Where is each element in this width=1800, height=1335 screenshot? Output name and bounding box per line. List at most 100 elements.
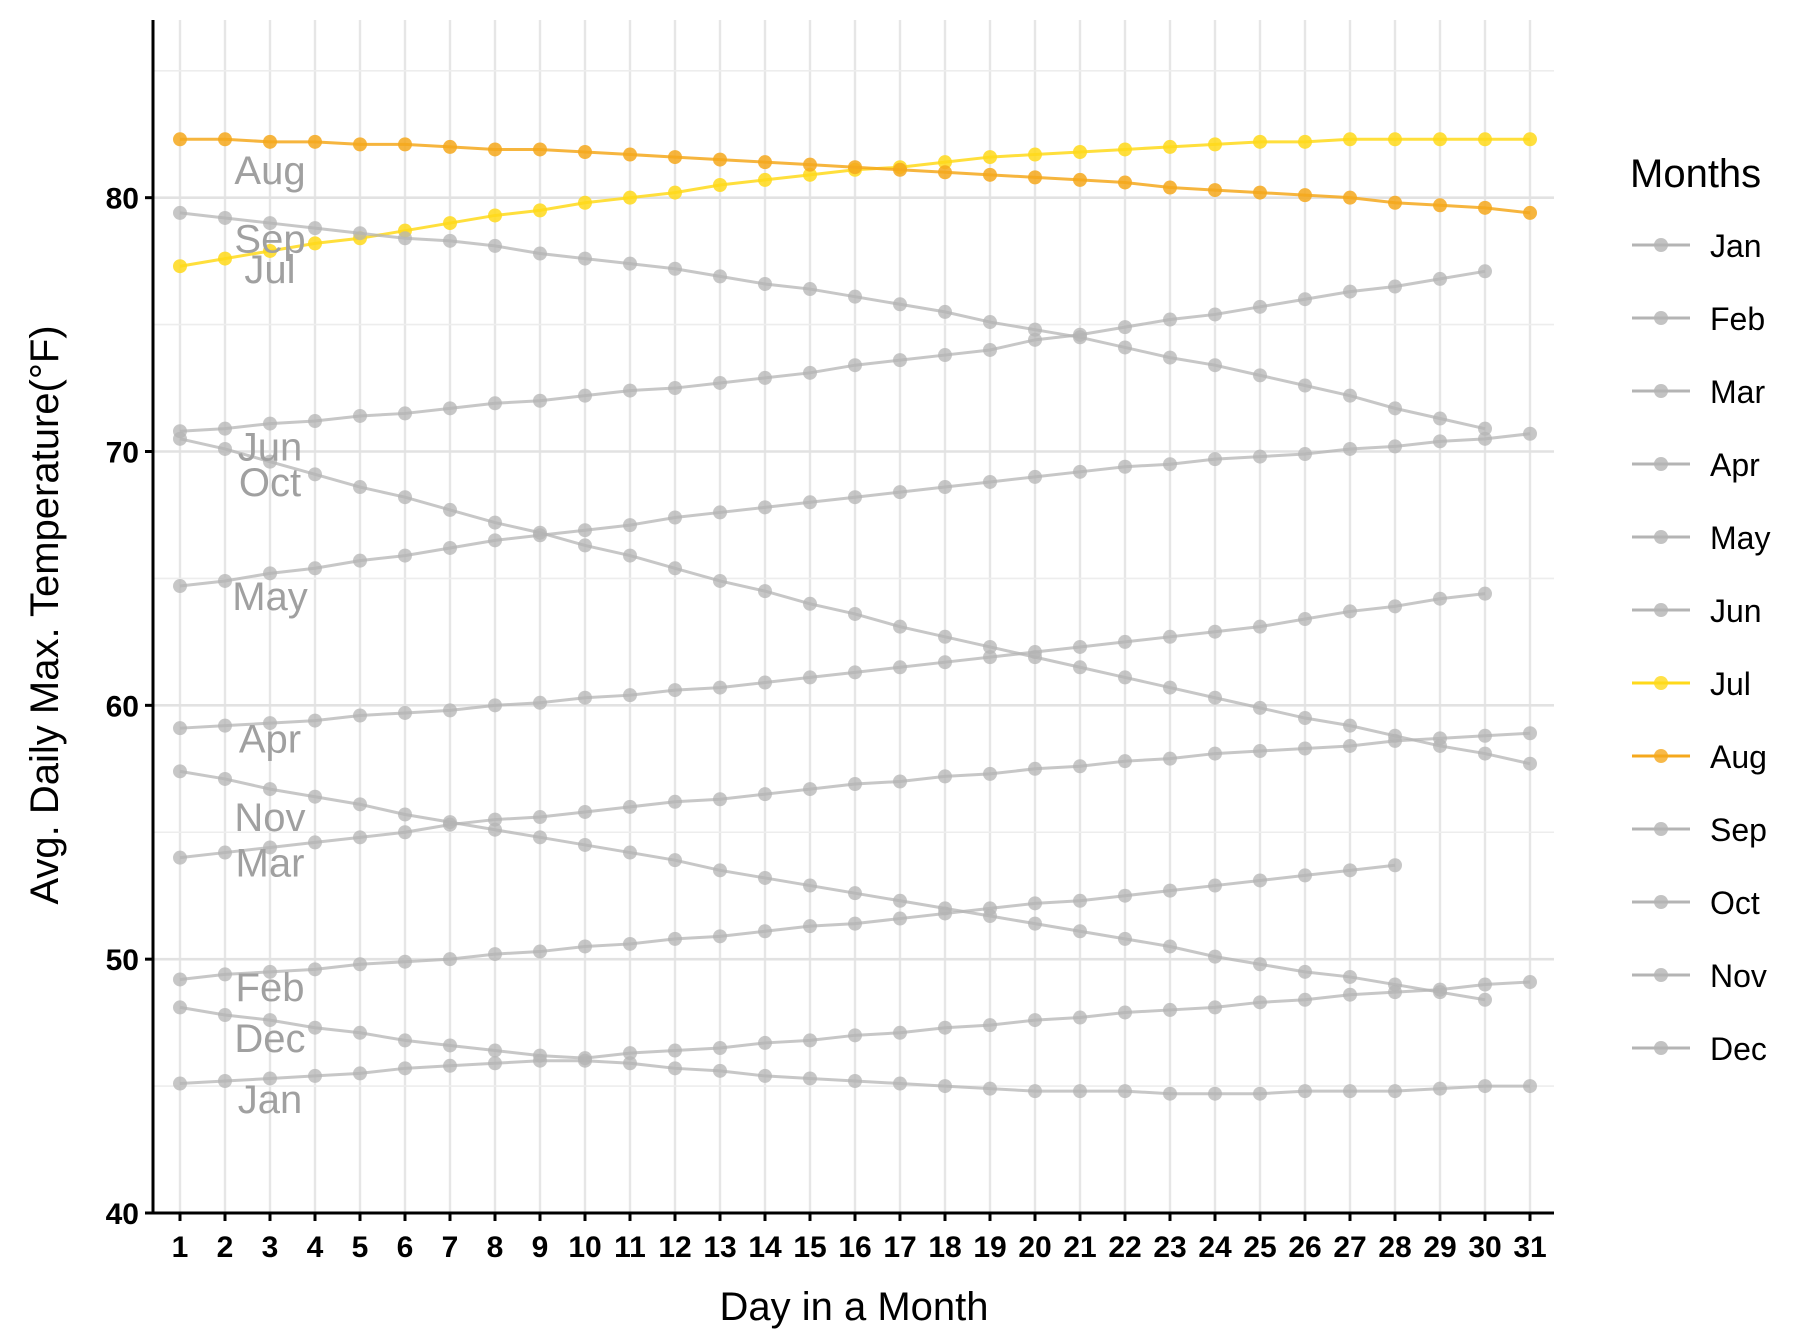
data-point-may xyxy=(263,566,277,581)
data-point-aug xyxy=(1343,190,1357,205)
data-point-dec xyxy=(533,1048,547,1063)
data-point-aug xyxy=(893,162,907,177)
data-point-oct xyxy=(1298,711,1312,726)
data-point-apr xyxy=(578,690,592,705)
data-point-dec xyxy=(443,1038,457,1053)
month-label-mar: Mar xyxy=(236,842,305,886)
data-point-feb xyxy=(308,962,322,977)
data-point-apr xyxy=(623,688,637,703)
legend-item-jul: Jul xyxy=(1632,666,1751,702)
data-point-feb xyxy=(533,944,547,959)
legend-item-dec: Dec xyxy=(1632,1031,1767,1067)
data-point-sep xyxy=(848,289,862,304)
data-point-oct xyxy=(1523,756,1537,771)
data-point-dec xyxy=(668,1043,682,1058)
x-tick-label: 25 xyxy=(1243,1231,1276,1264)
data-point-apr xyxy=(308,713,322,728)
legend-item-mar: Mar xyxy=(1632,374,1765,410)
x-tick-label: 8 xyxy=(487,1231,504,1264)
data-point-jan xyxy=(848,1074,862,1089)
x-tick-label: 27 xyxy=(1333,1231,1366,1264)
data-point-oct xyxy=(1073,660,1087,675)
month-label-oct: Oct xyxy=(239,461,301,505)
data-point-may xyxy=(1163,457,1177,472)
data-point-nov xyxy=(1163,939,1177,954)
x-tick-label: 21 xyxy=(1063,1231,1096,1264)
data-point-nov xyxy=(1478,992,1492,1007)
data-point-aug xyxy=(713,152,727,167)
data-point-oct xyxy=(1208,690,1222,705)
data-point-jun xyxy=(1388,279,1402,294)
data-point-apr xyxy=(443,703,457,718)
month-label-jan: Jan xyxy=(238,1078,303,1122)
legend: Months Jan Feb Mar Apr May Jun Jul Aug Sep Oct Nov… xyxy=(1630,152,1770,1067)
x-tick-label: 17 xyxy=(883,1231,916,1264)
data-point-sep xyxy=(398,231,412,246)
y-tick-label: 50 xyxy=(106,944,139,977)
data-point-nov xyxy=(1073,924,1087,939)
data-point-nov xyxy=(848,886,862,901)
data-point-mar xyxy=(1028,761,1042,776)
data-point-nov xyxy=(578,837,592,852)
data-point-may xyxy=(398,548,412,563)
data-point-sep xyxy=(578,251,592,266)
data-point-apr xyxy=(848,665,862,680)
data-point-jan xyxy=(1433,1081,1447,1096)
data-point-oct xyxy=(1163,680,1177,695)
data-point-apr xyxy=(218,718,232,733)
data-point-apr xyxy=(488,698,502,713)
legend-key-point xyxy=(1654,968,1668,982)
data-point-mar xyxy=(758,787,772,802)
data-point-nov xyxy=(308,789,322,804)
data-point-feb xyxy=(443,952,457,967)
data-point-feb xyxy=(1388,858,1402,873)
data-point-sep xyxy=(173,205,187,220)
data-point-may xyxy=(983,474,997,489)
data-point-apr xyxy=(668,683,682,698)
data-point-feb xyxy=(1253,873,1267,888)
data-point-nov xyxy=(1298,964,1312,979)
data-point-dec xyxy=(893,1025,907,1040)
data-point-jun xyxy=(578,388,592,403)
data-point-dec xyxy=(1073,1010,1087,1025)
data-point-oct xyxy=(758,584,772,599)
data-point-dec xyxy=(803,1033,817,1048)
month-label-apr: Apr xyxy=(239,717,301,761)
data-point-mar xyxy=(1163,751,1177,766)
data-point-jul xyxy=(488,208,502,223)
data-point-aug xyxy=(308,134,322,149)
data-point-nov xyxy=(758,870,772,885)
x-tick-label: 7 xyxy=(442,1231,459,1264)
data-point-oct xyxy=(398,490,412,505)
data-point-jan xyxy=(623,1056,637,1071)
x-tick-label: 10 xyxy=(568,1231,601,1264)
data-point-oct xyxy=(443,502,457,517)
data-point-dec xyxy=(1388,985,1402,1000)
data-point-nov xyxy=(488,822,502,837)
data-point-aug xyxy=(1208,183,1222,198)
data-point-jan xyxy=(1163,1086,1177,1101)
data-point-sep xyxy=(308,221,322,236)
legend-label: Jul xyxy=(1710,666,1751,702)
data-point-may xyxy=(308,561,322,576)
data-point-jan xyxy=(893,1076,907,1091)
data-point-sep xyxy=(1433,411,1447,426)
x-tick-label: 15 xyxy=(793,1231,826,1264)
data-point-jun xyxy=(848,358,862,373)
data-point-nov xyxy=(623,845,637,860)
data-point-jan xyxy=(218,1074,232,1089)
data-point-feb xyxy=(848,916,862,931)
data-point-oct xyxy=(1388,728,1402,743)
legend-label: Apr xyxy=(1710,447,1760,483)
data-point-jun xyxy=(1118,320,1132,335)
data-point-mar xyxy=(1073,759,1087,774)
data-point-jan xyxy=(758,1068,772,1083)
data-point-jan xyxy=(308,1068,322,1083)
data-point-jun xyxy=(218,421,232,436)
data-point-sep xyxy=(623,256,637,271)
data-point-dec xyxy=(218,1008,232,1023)
data-point-oct xyxy=(1253,700,1267,715)
data-point-may xyxy=(578,523,592,538)
data-point-sep xyxy=(1118,340,1132,355)
data-point-aug xyxy=(1388,195,1402,210)
